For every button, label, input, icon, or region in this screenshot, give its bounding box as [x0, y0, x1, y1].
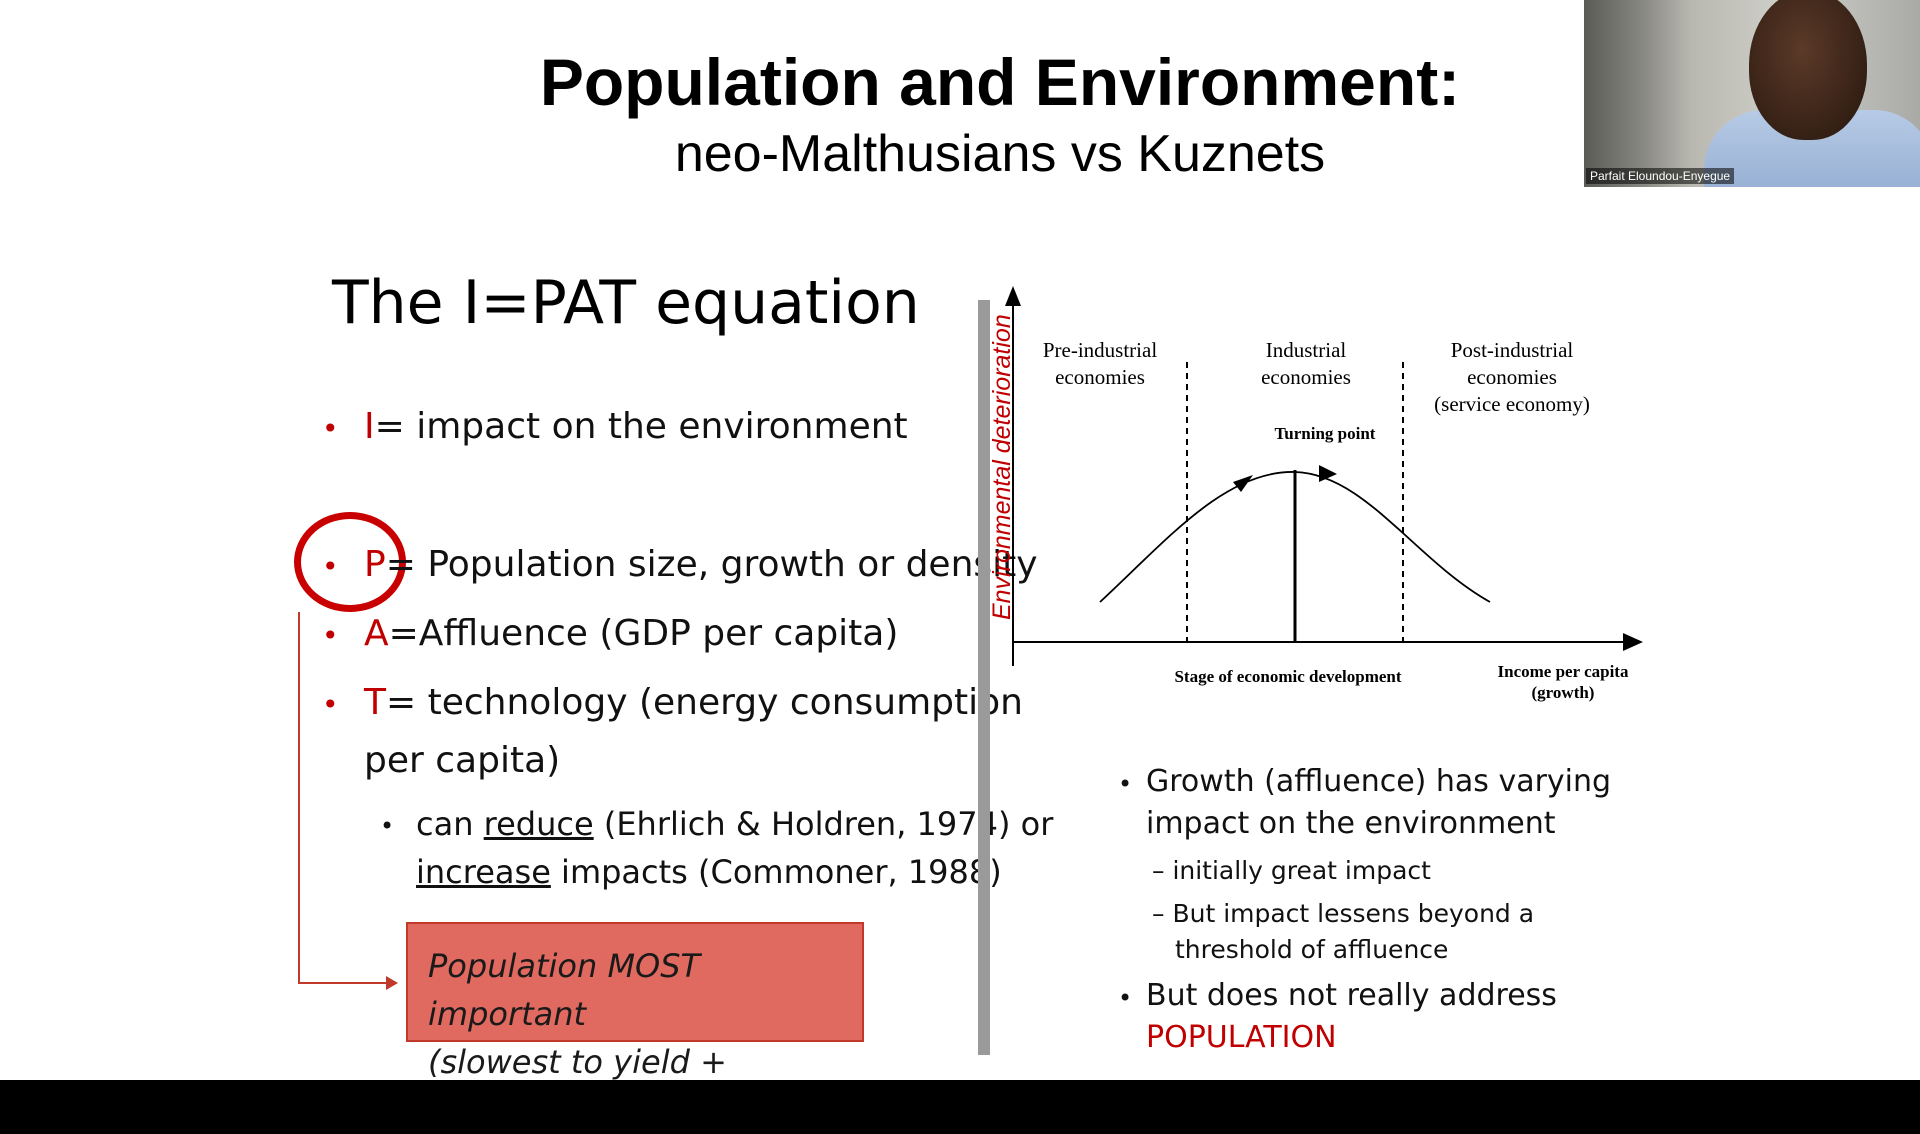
region-industrial-2: economies — [1261, 365, 1351, 389]
region-post-industrial-3: (service economy) — [1434, 392, 1590, 416]
connector-line — [298, 612, 300, 984]
sub-bullet-post: impacts (Commoner, 1988) — [550, 853, 1002, 891]
vertical-divider — [978, 300, 990, 1055]
population-bullet-line1: But does not really address — [1146, 978, 1557, 1013]
webcam-thumbnail[interactable]: Parfait Eloundou-Enyegue — [1584, 0, 1920, 187]
x-axis-label: Stage of economic development — [1174, 667, 1401, 686]
sub-bullet-increase: increase — [416, 853, 551, 891]
bullet-text-p: = Population size, growth or density — [385, 544, 1038, 585]
region-pre-industrial-2: economies — [1055, 365, 1145, 389]
x-axis-label-right-1: Income per capita — [1498, 662, 1629, 681]
bullet-key-t: T — [364, 682, 386, 723]
region-post-industrial-2: economies — [1467, 365, 1557, 389]
sub-bullet-line2: increase impacts (Commoner, 1988) — [416, 853, 1002, 891]
slide-subtitle: neo-Malthusians vs Kuznets — [674, 125, 1326, 183]
slide-title: Population and Environment: — [539, 45, 1461, 119]
bullet-technology-cont: per capita) — [364, 740, 561, 781]
kuznets-curve-chart: Environmental deterioration Pre-industri… — [988, 286, 1643, 702]
curve-arrow-right — [1319, 465, 1337, 482]
connector-arrowhead — [386, 976, 398, 990]
turning-point-label: Turning point — [1275, 424, 1376, 443]
sub-bullet-reduce: reduce — [483, 805, 594, 843]
ipat-heading: The I=PAT equation — [332, 268, 920, 338]
y-axis-arrowhead — [1005, 286, 1021, 306]
bullet-affluence: A=Affluence (GDP per capita) — [364, 613, 898, 654]
bullet-dot: • — [322, 550, 339, 583]
bullet-dot: • — [322, 412, 339, 445]
sub-bullet-dot: • — [380, 812, 395, 840]
region-industrial-1: Industrial — [1266, 338, 1347, 362]
bullet-technology: T= technology (energy consumption — [364, 682, 1023, 723]
bullet-dot: • — [322, 619, 339, 652]
bullet-key-i: I — [364, 406, 375, 447]
x-axis-label-right-2: (growth) — [1532, 683, 1595, 702]
bottom-black-bar — [0, 1080, 1920, 1134]
participant-name-label: Parfait Eloundou-Enyegue — [1586, 168, 1735, 184]
bullet-population: P= Population size, growth or density — [364, 544, 1038, 585]
participant-head — [1749, 0, 1867, 140]
slide: Population and Environment: neo-Malthusi… — [294, 0, 1920, 1129]
x-axis-arrowhead — [1623, 633, 1643, 651]
bullet-key-p: P — [364, 544, 386, 585]
growth-bullet-line2: impact on the environment — [1146, 806, 1556, 841]
callout-box: Population MOST important (slowest to yi… — [406, 922, 864, 1129]
bullet-text-a: =Affluence (GDP per capita) — [388, 613, 899, 654]
dash-initial-impact: – initially great impact — [1152, 856, 1431, 885]
growth-bullet-line1: Growth (affluence) has varying — [1146, 764, 1612, 799]
callout-line1: Population MOST important — [428, 947, 701, 1033]
population-bullet-line2: POPULATION — [1146, 1020, 1337, 1055]
bullet-key-a: A — [364, 613, 389, 654]
bullet-text-t: = technology (energy consumption — [386, 682, 1023, 723]
bullet-dot: • — [1118, 984, 1133, 1012]
curve-arrow-left — [1233, 475, 1253, 492]
y-axis-label: Environmental deterioration — [988, 314, 1016, 620]
connector-line — [298, 982, 388, 984]
dash-lessens-line2: threshold of affluence — [1175, 935, 1449, 964]
bullet-dot: • — [1118, 770, 1133, 798]
bullet-dot: • — [322, 688, 339, 721]
sub-bullet-line1: can reduce (Ehrlich & Holdren, 1974) or — [416, 805, 1053, 843]
bullet-text-i: = impact on the environment — [374, 406, 908, 447]
sub-bullet-pre: can — [416, 805, 484, 843]
kuznets-curve — [1099, 471, 1491, 603]
dash-lessens-line1: – But impact lessens beyond a — [1152, 899, 1535, 928]
highlight-circle — [294, 512, 406, 612]
region-post-industrial-1: Post-industrial — [1451, 338, 1574, 362]
region-pre-industrial-1: Pre-industrial — [1043, 338, 1157, 362]
bullet-impact: I= impact on the environment — [364, 406, 908, 447]
